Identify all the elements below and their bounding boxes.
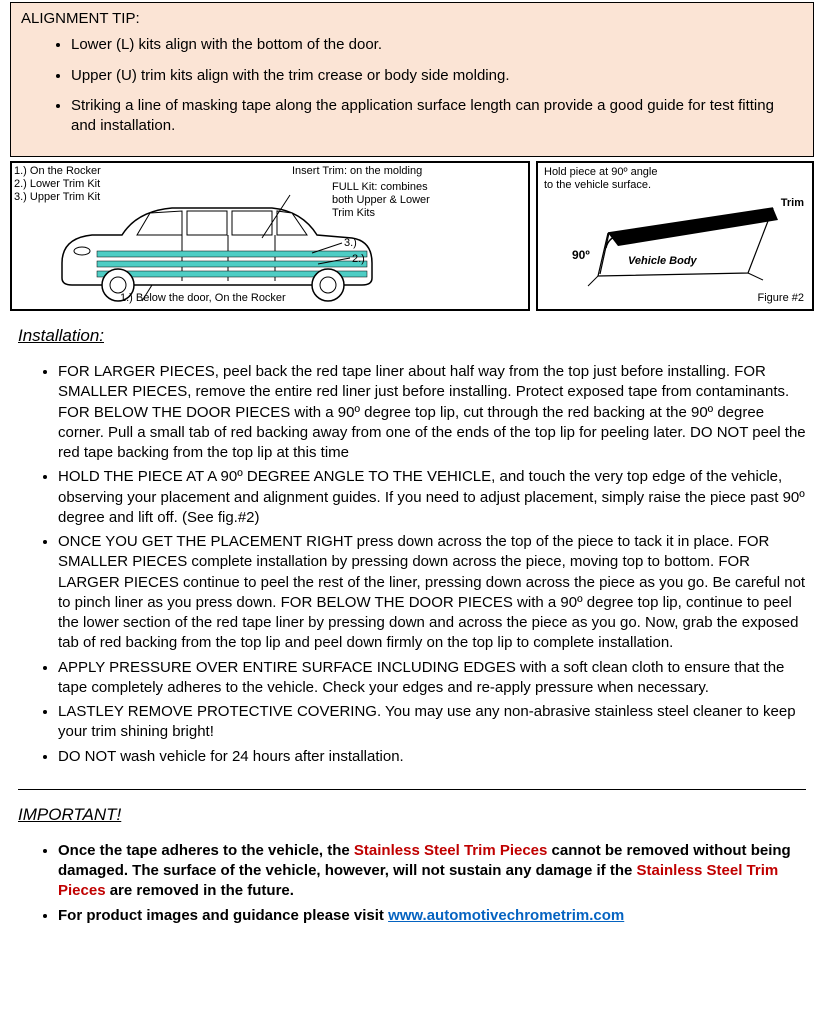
- diagram-row: 1.) On the Rocker 2.) Lower Trim Kit 3.)…: [10, 161, 814, 311]
- tip-list: Lower (L) kits align with the bottom of …: [21, 35, 803, 136]
- important-text: are removed in the future.: [106, 882, 294, 899]
- installation-list: FOR LARGER PIECES, peel back the red tap…: [0, 362, 824, 767]
- callout-1-num: 1.): [120, 292, 133, 304]
- hold-text-1: Hold piece at 90º angle: [544, 166, 658, 179]
- legend-1: 1.) On the Rocker: [14, 165, 101, 178]
- tip-title: ALIGNMENT TIP:: [21, 9, 803, 29]
- alignment-tip-box: ALIGNMENT TIP: Lower (L) kits align with…: [10, 2, 814, 157]
- install-step: LASTLEY REMOVE PROTECTIVE COVERING. You …: [58, 702, 806, 743]
- install-step: DO NOT wash vehicle for 24 hours after i…: [58, 747, 806, 767]
- angle-diagram: Hold piece at 90º angle to the vehicle s…: [536, 161, 814, 311]
- hold-text-2: to the vehicle surface.: [544, 179, 651, 192]
- car-diagram: 1.) On the Rocker 2.) Lower Trim Kit 3.)…: [10, 161, 530, 311]
- callout-3: 3.): [344, 237, 357, 250]
- tip-item: Lower (L) kits align with the bottom of …: [71, 35, 803, 55]
- installation-heading: Installation:: [18, 325, 824, 348]
- divider: [18, 789, 806, 790]
- install-step: APPLY PRESSURE OVER ENTIRE SURFACE INCLU…: [58, 658, 806, 699]
- important-list: Once the tape adheres to the vehicle, th…: [0, 841, 824, 926]
- below-door-label: Below the door, On the Rocker: [136, 292, 286, 304]
- tip-item: Upper (U) trim kits align with the trim …: [71, 66, 803, 86]
- product-link[interactable]: www.automotivechrometrim.com: [388, 907, 624, 924]
- install-step: ONCE YOU GET THE PLACEMENT RIGHT press d…: [58, 532, 806, 654]
- important-text: For product images and guidance please v…: [58, 907, 388, 924]
- important-heading: IMPORTANT!: [18, 804, 824, 827]
- angle-90-label: 90º: [572, 248, 590, 262]
- insert-trim-label: Insert Trim: on the molding: [292, 165, 422, 178]
- callout-1: 1.) Below the door, On the Rocker: [120, 292, 286, 305]
- vehicle-body-label: Vehicle Body: [628, 255, 697, 268]
- install-step: FOR LARGER PIECES, peel back the red tap…: [58, 362, 806, 463]
- stainless-red-text: Stainless Steel Trim Pieces: [354, 842, 547, 859]
- legend-2: 2.) Lower Trim Kit: [14, 178, 100, 191]
- tip-item: Striking a line of masking tape along th…: [71, 96, 803, 137]
- important-text: Once the tape adheres to the vehicle, th…: [58, 842, 354, 859]
- callout-2: 2.): [352, 253, 365, 266]
- important-item: For product images and guidance please v…: [58, 906, 806, 926]
- figure-label: Figure #2: [758, 292, 804, 305]
- install-step: HOLD THE PIECE AT A 90º DEGREE ANGLE TO …: [58, 467, 806, 528]
- car-illustration: [32, 193, 412, 308]
- important-item: Once the tape adheres to the vehicle, th…: [58, 841, 806, 902]
